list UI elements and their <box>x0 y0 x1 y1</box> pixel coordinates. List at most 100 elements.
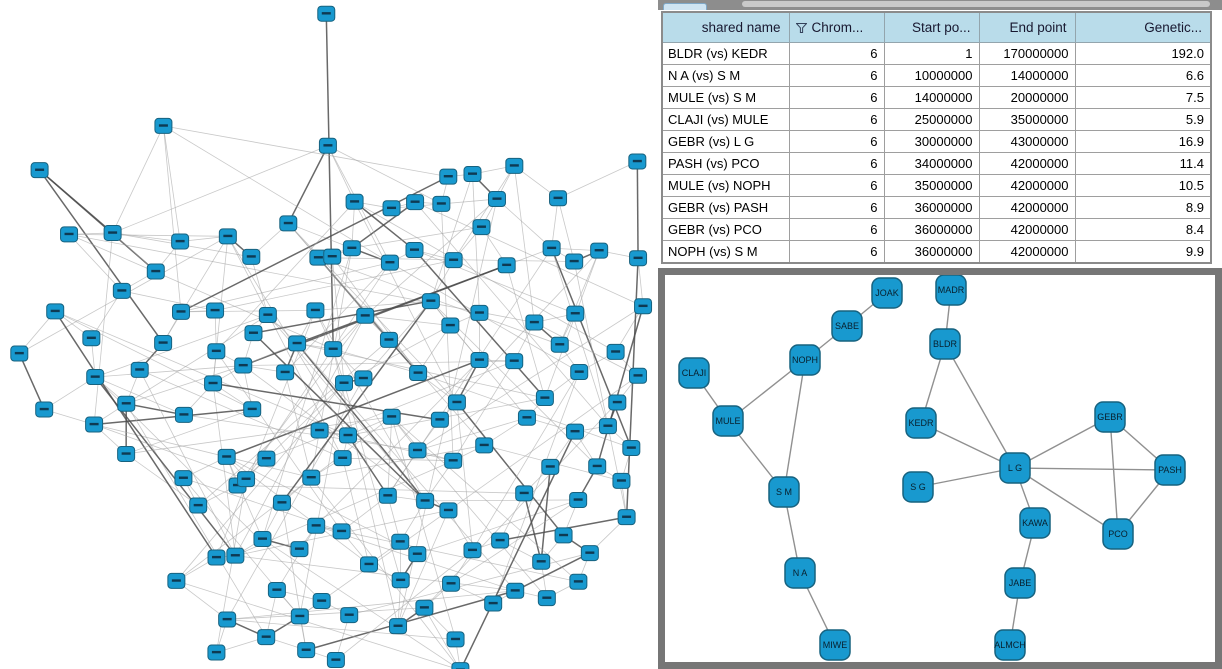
network-node[interactable] <box>487 191 506 208</box>
table-cell-start[interactable]: 1 <box>883 42 980 65</box>
network-node[interactable] <box>189 497 208 514</box>
network-node[interactable] <box>617 509 636 526</box>
network-node[interactable] <box>117 395 136 412</box>
network-node[interactable] <box>218 228 237 245</box>
network-node[interactable] <box>444 452 463 469</box>
network-node[interactable] <box>257 450 276 467</box>
table-row[interactable]: PASH (vs) PCO 6 34000000 42000000 11.4 <box>661 152 1212 175</box>
table-cell-genetic[interactable]: 192.0 <box>1074 42 1212 65</box>
table-cell-genetic[interactable]: 5.9 <box>1074 108 1212 131</box>
table-cell-genetic[interactable]: 8.4 <box>1074 218 1212 241</box>
table-row[interactable]: NOPH (vs) S M 6 36000000 42000000 9.9 <box>661 240 1212 264</box>
network-node[interactable] <box>566 423 585 440</box>
node-n-a[interactable]: N A <box>784 557 816 589</box>
network-node[interactable] <box>85 416 104 433</box>
column-header-start-position[interactable]: Start po... <box>883 11 980 43</box>
network-node[interactable] <box>130 361 149 378</box>
network-node[interactable] <box>207 343 226 360</box>
network-node[interactable] <box>60 226 79 243</box>
network-node[interactable] <box>475 437 494 454</box>
network-node[interactable] <box>167 572 186 589</box>
network-node[interactable] <box>629 250 648 267</box>
network-node[interactable] <box>505 353 524 370</box>
network-node[interactable] <box>345 193 364 210</box>
node-pco[interactable]: PCO <box>1102 518 1134 550</box>
network-node[interactable] <box>409 365 428 382</box>
network-node[interactable] <box>218 611 237 628</box>
network-node[interactable] <box>326 652 345 669</box>
network-node[interactable] <box>146 263 165 280</box>
network-node[interactable] <box>302 469 321 486</box>
node-claji[interactable]: CLAJI <box>678 357 710 389</box>
node-madr[interactable]: MADR <box>935 275 967 306</box>
table-cell-chrom[interactable]: 6 <box>788 152 885 175</box>
table-cell-genetic[interactable]: 10.5 <box>1074 174 1212 197</box>
column-header-chromosome[interactable]: Chrom... <box>788 11 885 43</box>
network-node[interactable] <box>446 631 465 648</box>
network-node[interactable] <box>244 325 263 342</box>
table-cell-genetic[interactable]: 11.4 <box>1074 152 1212 175</box>
network-node[interactable] <box>279 215 298 232</box>
table-row[interactable]: CLAJI (vs) MULE 6 25000000 35000000 5.9 <box>661 108 1212 131</box>
table-cell-start[interactable]: 25000000 <box>883 108 980 131</box>
network-node[interactable] <box>497 257 516 274</box>
network-node[interactable] <box>378 487 397 504</box>
table-cell-name[interactable]: PASH (vs) PCO <box>661 152 790 175</box>
network-node[interactable] <box>257 629 276 646</box>
table-cell-chrom[interactable]: 6 <box>788 108 885 131</box>
network-node[interactable] <box>382 408 401 425</box>
table-cell-name[interactable]: NOPH (vs) S M <box>661 240 790 264</box>
table-cell-end[interactable]: 42000000 <box>978 240 1076 264</box>
node-kedr[interactable]: KEDR <box>905 407 937 439</box>
table-cell-end[interactable]: 20000000 <box>978 86 1076 109</box>
network-node[interactable] <box>442 575 461 592</box>
column-header-end-point[interactable]: End point <box>978 11 1076 43</box>
network-node[interactable] <box>550 336 569 353</box>
table-cell-chrom[interactable]: 6 <box>788 240 885 264</box>
filter-funnel-icon[interactable] <box>794 23 808 33</box>
network-node[interactable] <box>204 375 223 392</box>
table-cell-chrom[interactable]: 6 <box>788 42 885 65</box>
table-cell-name[interactable]: GEBR (vs) PCO <box>661 218 790 241</box>
network-node[interactable] <box>405 242 424 259</box>
table-cell-chrom[interactable]: 6 <box>788 86 885 109</box>
network-node[interactable] <box>447 394 466 411</box>
network-node[interactable] <box>354 370 373 387</box>
column-header-shared-name[interactable]: shared name <box>661 11 790 43</box>
table-cell-chrom[interactable]: 6 <box>788 130 885 153</box>
network-node[interactable] <box>470 304 489 321</box>
network-node[interactable] <box>206 302 225 319</box>
network-node[interactable] <box>439 502 458 519</box>
network-node[interactable] <box>606 343 625 360</box>
table-cell-end[interactable]: 42000000 <box>978 218 1076 241</box>
network-node[interactable] <box>598 418 617 435</box>
network-node[interactable] <box>408 442 427 459</box>
table-row[interactable]: GEBR (vs) PCO 6 36000000 42000000 8.4 <box>661 218 1212 241</box>
network-node[interactable] <box>154 117 173 134</box>
table-cell-name[interactable]: CLAJI (vs) MULE <box>661 108 790 131</box>
scrollbar-thumb-fragment[interactable] <box>742 1 1210 7</box>
network-node[interactable] <box>342 240 361 257</box>
network-node[interactable] <box>470 352 489 369</box>
node-s-g[interactable]: S G <box>902 471 934 503</box>
network-node[interactable] <box>505 157 524 174</box>
node-mule[interactable]: MULE <box>712 405 744 437</box>
node-joak[interactable]: JOAK <box>871 277 903 309</box>
network-node[interactable] <box>174 470 193 487</box>
network-node[interactable] <box>463 542 482 559</box>
network-node[interactable] <box>267 582 286 599</box>
network-node[interactable] <box>333 450 352 467</box>
table-cell-chrom[interactable]: 6 <box>788 174 885 197</box>
network-node[interactable] <box>171 233 190 250</box>
network-node[interactable] <box>391 572 410 589</box>
table-cell-genetic[interactable]: 16.9 <box>1074 130 1212 153</box>
network-node[interactable] <box>324 341 343 358</box>
network-node[interactable] <box>517 409 536 426</box>
network-node[interactable] <box>174 406 193 423</box>
network-node[interactable] <box>35 401 54 418</box>
table-cell-end[interactable]: 43000000 <box>978 130 1076 153</box>
network-node[interactable] <box>441 317 460 334</box>
table-row[interactable]: GEBR (vs) PASH 6 36000000 42000000 8.9 <box>661 196 1212 219</box>
network-node[interactable] <box>491 532 510 549</box>
network-node[interactable] <box>542 240 561 257</box>
